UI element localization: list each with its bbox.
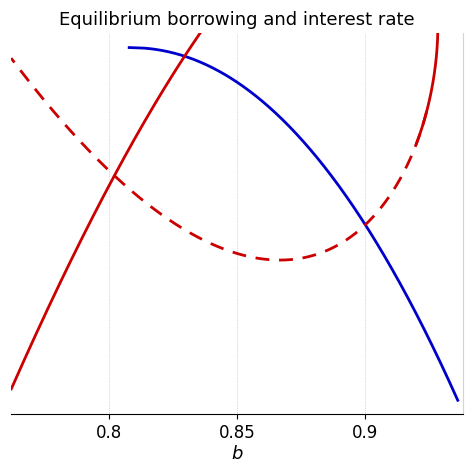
X-axis label: b: b	[231, 445, 243, 463]
Title: Equilibrium borrowing and interest rate: Equilibrium borrowing and interest rate	[59, 11, 415, 29]
